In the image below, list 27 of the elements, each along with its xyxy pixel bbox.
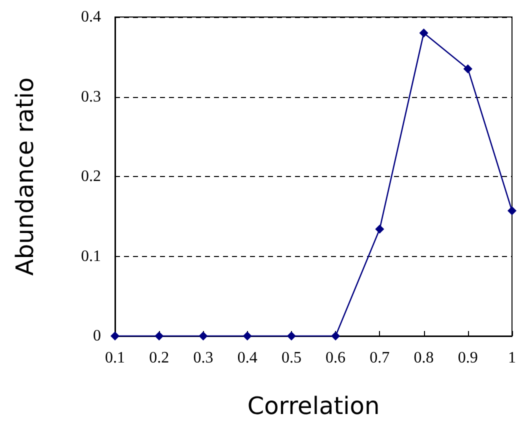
point: [286, 332, 296, 340]
point: [198, 332, 208, 340]
point: [110, 332, 120, 340]
y-tick-label: 0.4: [81, 8, 101, 26]
y-tick-label: 0.3: [81, 88, 101, 106]
x-tick-label: 0.9: [458, 350, 478, 366]
point: [331, 332, 340, 340]
point: [419, 28, 428, 38]
x-tick-label: 0.2: [149, 350, 170, 366]
x-tick-label: 0.3: [193, 350, 214, 366]
y-tick-label: 0: [93, 328, 101, 344]
x-tick-label: 1: [508, 350, 516, 366]
point: [508, 206, 516, 216]
x-tick-label: 0.6: [326, 350, 346, 366]
point: [375, 224, 384, 234]
x-tick-label: 0.1: [105, 350, 125, 366]
x-tick-label: 0.4: [237, 350, 258, 366]
x-tick-label: 0.5: [281, 350, 302, 366]
point: [242, 332, 252, 340]
x-tick-label: 0.8: [414, 350, 434, 366]
x-tick-label: 0.7: [370, 350, 390, 366]
y-tick-label: 0.2: [81, 168, 101, 185]
y-tick-label: 0.1: [81, 248, 101, 265]
point: [154, 332, 164, 340]
point: [463, 64, 472, 74]
x-axis-title: Correlation: [247, 392, 380, 420]
y-axis-title: Abundance ratio: [11, 77, 39, 276]
